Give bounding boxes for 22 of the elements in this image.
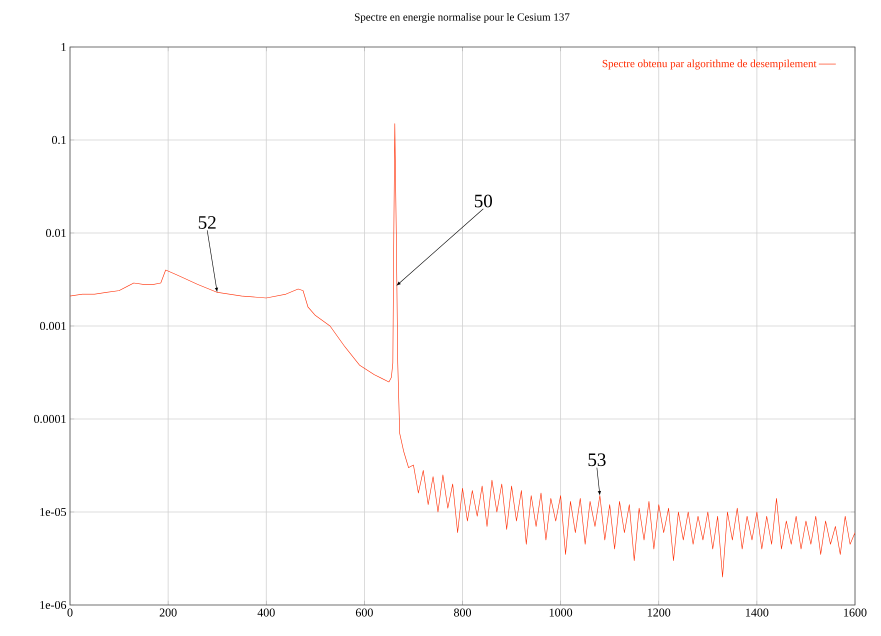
legend-label: Spectre obtenu par algorithme de desempilement <box>602 60 816 70</box>
x-tick-label: 200 <box>160 608 177 617</box>
x-tick-label: 1200 <box>648 608 670 617</box>
chart-title: Spectre en energie normalise pour le Cesium 137 <box>354 13 570 23</box>
x-tick-label: 400 <box>258 608 275 617</box>
x-tick-label: 800 <box>454 608 472 617</box>
y-tick-label: 0.1 <box>52 136 66 144</box>
y-tick-label: 1 <box>62 43 66 51</box>
x-tick-label: 1400 <box>746 608 768 617</box>
y-tick-label: 1e-06 <box>40 600 66 610</box>
x-tick-label: 0 <box>67 608 73 617</box>
y-tick-label: 0.0001 <box>34 414 66 424</box>
annotation: 53 <box>588 453 606 466</box>
y-tick-label: 0.001 <box>40 322 66 330</box>
y-tick-label: 0.01 <box>46 228 66 238</box>
line-series <box>70 123 856 578</box>
x-tick-label: 1000 <box>550 608 572 617</box>
y-tick-label: 1e-05 <box>40 508 66 516</box>
annotation: 52 <box>198 216 216 229</box>
x-tick-label: 1600 <box>844 608 867 617</box>
x-tick-label: 600 <box>356 608 373 617</box>
annotation: 50 <box>474 194 492 208</box>
